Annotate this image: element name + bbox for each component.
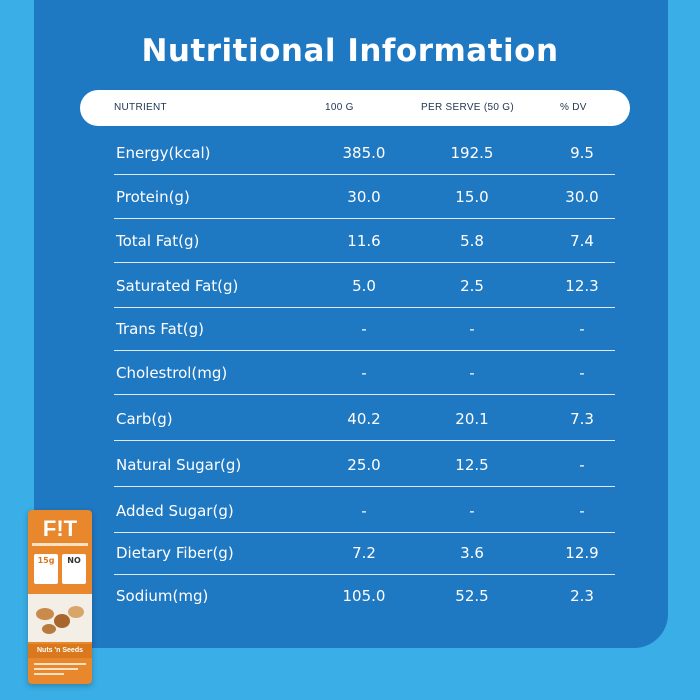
value-dv: 30.0 [565, 188, 599, 206]
table-row: Carb(g) 40.2 20.1 7.3 [114, 397, 615, 441]
product-brand: F!T [42, 516, 78, 541]
value-per-serve: - [469, 502, 475, 520]
nutrient-name: Saturated Fat(g) [116, 277, 239, 295]
nut-shape [54, 614, 70, 628]
value-100g: 7.2 [352, 544, 376, 562]
protein-badge: 15g [34, 554, 58, 584]
value-per-serve: 15.0 [455, 188, 489, 206]
nutrient-name: Sodium(mg) [116, 587, 209, 605]
header-per-serve: PER SERVE (50 G) [421, 102, 514, 113]
value-100g: 5.0 [352, 277, 376, 295]
value-dv: 12.9 [565, 544, 599, 562]
row-divider [114, 574, 615, 575]
value-100g: - [361, 502, 367, 520]
row-divider [114, 307, 615, 308]
header-100g: 100 G [325, 102, 354, 113]
nutrient-name: Protein(g) [116, 188, 190, 206]
value-per-serve: 2.5 [460, 277, 484, 295]
table-header: NUTRIENT 100 G PER SERVE (50 G) % DV [80, 90, 630, 126]
value-100g: 40.2 [347, 410, 381, 428]
value-100g: 30.0 [347, 188, 381, 206]
product-variant: Nuts 'n Seeds [28, 644, 92, 658]
table-row: Natural Sugar(g) 25.0 12.5 - [114, 443, 615, 487]
value-per-serve: 52.5 [455, 587, 489, 605]
product-photo [28, 594, 92, 642]
table-row: Sodium(mg) 105.0 52.5 2.3 [114, 574, 615, 618]
row-divider [114, 440, 615, 441]
table-row: Total Fat(g) 11.6 5.8 7.4 [114, 219, 615, 263]
value-dv: - [579, 320, 585, 338]
value-dv: - [579, 502, 585, 520]
value-100g: 11.6 [347, 232, 381, 250]
row-divider [114, 394, 615, 395]
value-dv: - [579, 364, 585, 382]
page-title: Nutritional Information [141, 33, 559, 69]
nutrient-name: Dietary Fiber(g) [116, 544, 234, 562]
product-fineprint [34, 668, 78, 670]
nutrient-name: Energy(kcal) [116, 144, 211, 162]
nutrient-name: Total Fat(g) [116, 232, 200, 250]
nut-shape [36, 608, 54, 620]
value-per-serve: 20.1 [455, 410, 489, 428]
value-per-serve: - [469, 320, 475, 338]
row-divider [114, 218, 615, 219]
value-per-serve: 3.6 [460, 544, 484, 562]
value-100g: - [361, 320, 367, 338]
value-per-serve: 12.5 [455, 456, 489, 474]
table-row: Dietary Fiber(g) 7.2 3.6 12.9 [114, 531, 615, 575]
table-row: Protein(g) 30.0 15.0 30.0 [114, 175, 615, 219]
table-row: Energy(kcal) 385.0 192.5 9.5 [114, 131, 615, 175]
nutrient-name: Cholestrol(mg) [116, 364, 228, 382]
nutrient-name: Carb(g) [116, 410, 173, 428]
row-divider [114, 350, 615, 351]
value-dv: 7.4 [570, 232, 594, 250]
value-dv: 7.3 [570, 410, 594, 428]
no-badge: NO [62, 554, 86, 584]
value-100g: 385.0 [342, 144, 386, 162]
table-row: Trans Fat(g) - - - [114, 307, 615, 351]
table-row: Cholestrol(mg) - - - [114, 351, 615, 395]
product-fineprint [34, 663, 86, 665]
row-divider [114, 532, 615, 533]
nutrient-name: Trans Fat(g) [116, 320, 204, 338]
header-nutrient: NUTRIENT [114, 102, 167, 113]
value-100g: 105.0 [342, 587, 386, 605]
value-dv: 9.5 [570, 144, 594, 162]
nut-shape [68, 606, 84, 618]
table-row: Added Sugar(g) - - - [114, 489, 615, 533]
value-dv: 12.3 [565, 277, 599, 295]
nutrient-name: Added Sugar(g) [116, 502, 234, 520]
product-fineprint [34, 673, 64, 675]
product-tagline-strip [32, 543, 88, 546]
table-row: Saturated Fat(g) 5.0 2.5 12.3 [114, 264, 615, 308]
row-divider [114, 262, 615, 263]
value-per-serve: - [469, 364, 475, 382]
row-divider [114, 174, 615, 175]
value-dv: 2.3 [570, 587, 594, 605]
product-bar-image: F!T 15g NO Nuts 'n Seeds [28, 510, 92, 684]
value-100g: 25.0 [347, 456, 381, 474]
header-dv: % DV [560, 102, 587, 113]
value-dv: - [579, 456, 585, 474]
nut-shape [42, 624, 56, 634]
nutrient-name: Natural Sugar(g) [116, 456, 242, 474]
value-100g: - [361, 364, 367, 382]
row-divider [114, 486, 615, 487]
value-per-serve: 5.8 [460, 232, 484, 250]
value-per-serve: 192.5 [450, 144, 494, 162]
